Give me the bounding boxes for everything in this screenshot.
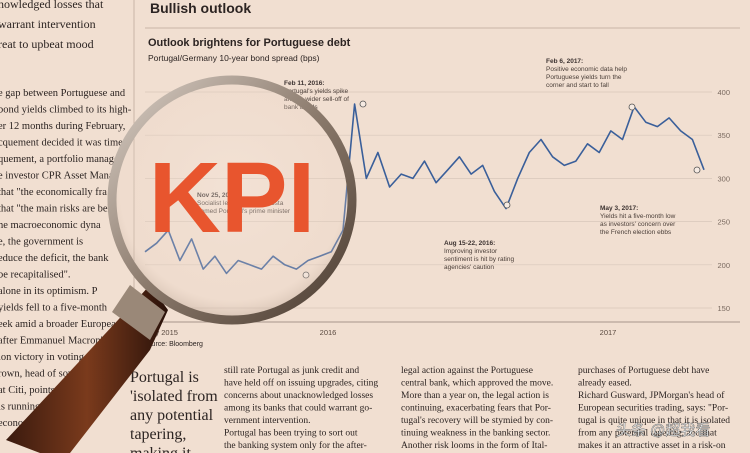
annotation-title: Aug 15-22, 2016: — [444, 240, 495, 247]
annotation-line: sentiment is hit by rating — [444, 256, 514, 263]
article-line: tinuing weakness in the banking sector. — [401, 429, 550, 439]
chart-subtitle: Portugal/Germany 10-year bond spread (bp… — [148, 53, 320, 63]
article-line: already eased. — [578, 379, 632, 389]
left-text-line: bond yields climbed to its high- — [0, 105, 132, 116]
left-text-line: eek amid a broader European — [0, 319, 122, 330]
article-line: Richard Gusward, JPMorgan's head of — [578, 390, 725, 401]
chart-title: Outlook brightens for Portuguese debt — [148, 37, 351, 49]
left-text-line: after Emmanuel Macron's — [0, 336, 107, 347]
left-text-line: at Citi, points out — [0, 385, 71, 396]
annotation-line: Portuguese yields turn the — [546, 74, 622, 81]
annotation-line: as investors' concern over — [600, 221, 676, 228]
article-line: makes it an attractive asset in a risk-o… — [578, 441, 726, 451]
annotation-marker — [628, 103, 636, 111]
annotation-line: Portugal's yields spike — [284, 88, 348, 95]
left-text-line: er 12 months during February, — [0, 121, 125, 132]
annotation-title: May 3, 2017: — [600, 205, 638, 212]
pull-quote-line: any potential — [130, 407, 214, 424]
left-text-line: rown, head of sovereign d — [0, 369, 108, 380]
article-line: Another risk looms in the form of Ital- — [401, 440, 547, 451]
annotation-title: Feb 6, 2017: — [546, 58, 583, 65]
left-text-line: e, the government is — [0, 237, 83, 248]
handle — [6, 285, 168, 453]
annotation-line: Positive economic data help — [546, 66, 627, 73]
left-text-line: that "the economically fra — [0, 187, 107, 198]
annotation-line: agencies' caution — [444, 264, 494, 271]
left-text-line: yields fell to a five-month — [0, 303, 108, 314]
y-tick-label: 300 — [717, 174, 730, 183]
chart-source: Source: Bloomberg — [143, 341, 203, 348]
left-text-line: is running — [0, 402, 41, 413]
article-line: purchases of Portuguese debt have — [578, 365, 709, 376]
y-tick-label: 250 — [717, 218, 730, 227]
y-tick-label: 350 — [717, 131, 730, 140]
left-text-line: alone in its optimism. P — [0, 286, 98, 297]
annotation-marker — [359, 100, 367, 108]
pull-quote-line: tapering, — [130, 426, 186, 443]
left-text-line: he macroeconomic dyna — [0, 220, 101, 231]
article-line: continuing, exacerbating fears that Por- — [401, 403, 551, 414]
left-text-line: quement, a portfolio manage — [0, 154, 119, 165]
annotation-line: amid a wider sell-off of — [284, 96, 349, 103]
left-text-line: educe the deficit, the bank — [0, 253, 109, 264]
section-title: Bullish outlook — [150, 0, 251, 16]
annotation-marker — [693, 166, 701, 174]
x-tick-label: May 2015 — [145, 328, 178, 337]
left-text-line: ion victory in voting for France's — [0, 352, 136, 363]
left-headline: reat to upbeat mood — [0, 37, 94, 51]
article-line: legal action against the Portuguese — [401, 366, 533, 376]
article-line: central bank, which approved the move. — [401, 379, 553, 389]
article-line: tugal's recovery will be stymied by con- — [401, 416, 553, 426]
annotation-line: the French election ebbs — [600, 229, 672, 236]
pull-quote-line: 'isolated from — [130, 388, 218, 405]
annotation-line: Improving investor — [444, 248, 498, 255]
article-line: European securities trading, says: "Por- — [578, 404, 728, 414]
kpi-text: KPI — [149, 142, 316, 254]
y-tick-label: 400 — [717, 88, 730, 97]
y-tick-label: 200 — [717, 261, 730, 270]
left-text-line: that "the main risks are bel — [0, 204, 111, 215]
article-line: have held off on issuing upgrades, citin… — [224, 378, 378, 389]
article-line: the banking system only for the after- — [224, 440, 367, 451]
article-line: among its banks that could warrant go- — [224, 404, 372, 414]
left-text-line: be recapitalised". — [0, 270, 71, 281]
left-text-line: cquement decided it was time — [0, 138, 123, 149]
left-column: nowledged losses that warrant interventio… — [0, 0, 136, 429]
article-line: still rate Portugal as junk credit and — [224, 366, 359, 376]
lens — [107, 75, 357, 325]
left-text-line: e investor CPR Asset Mana — [0, 171, 114, 182]
y-tick-label: 150 — [717, 304, 730, 313]
left-text-line: e gap between Portuguese and — [0, 88, 126, 99]
article-line: concerns about unacknowledged losses — [224, 391, 373, 401]
annotation-marker — [503, 201, 511, 209]
article-line: Portugal has been trying to sort out — [224, 429, 358, 439]
left-headline: warrant intervention — [0, 17, 96, 31]
pull-quote-line: making it — [130, 445, 191, 453]
article-line: tugal is quite unique in that it is isol… — [578, 416, 730, 426]
pull-quote-line: Portugal is — [130, 369, 199, 386]
ferrule — [112, 285, 165, 340]
annotation-title: Feb 11, 2016: — [284, 80, 324, 87]
x-tick-label: 2017 — [600, 328, 617, 337]
magnifying-glass: KPI — [6, 75, 357, 453]
annotation-line: Yields hit a five-month low — [600, 213, 676, 220]
articles: Portugal is 'isolated from any potential ta… — [130, 365, 730, 453]
article-line: vernment intervention. — [224, 416, 311, 426]
left-headline: nowledged losses that — [0, 0, 104, 11]
watermark: 头条 @超我看 — [616, 422, 710, 439]
article-line: More than a year on, the legal action is — [401, 391, 549, 401]
annotation-line: corner and start to fall — [546, 82, 609, 89]
article-line: from any potential tapering, and that — [578, 428, 717, 439]
x-tick-label: 2016 — [320, 328, 337, 337]
